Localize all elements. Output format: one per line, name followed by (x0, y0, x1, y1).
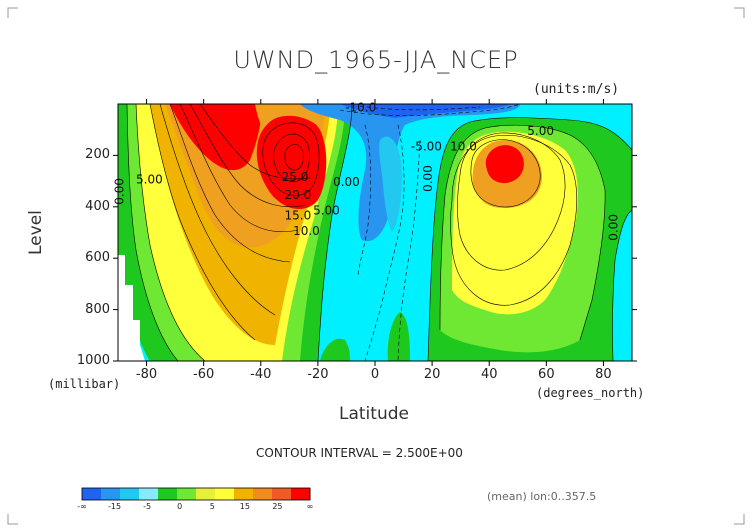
colorbar-swatch (253, 488, 273, 500)
units-label: (units:m/s) (533, 82, 620, 97)
colorbar-label: 25 (272, 502, 283, 511)
x-tick-label: 80 (595, 367, 612, 382)
colorbar-swatch (177, 488, 197, 500)
contour-labels: 0.00 5.00 25.020.015.010.05.000.00-10.0-5.… (113, 101, 621, 241)
colorbar-swatch (291, 488, 311, 500)
contour-lines-dashed (339, 104, 521, 361)
colorbar-label: 5 (209, 502, 215, 511)
fill-cyan-equator (379, 136, 402, 232)
y-axis-ticks (113, 154, 637, 362)
contour-label: 20.0 (285, 188, 312, 202)
y-tick-label: 600 (85, 250, 110, 266)
colorbar-label: -5 (143, 502, 152, 511)
contour-label: 0.00 (113, 178, 127, 205)
colorbar-swatch (139, 488, 159, 500)
fill-green-low-south (320, 338, 350, 361)
x-tick-label: -40 (250, 367, 272, 382)
footer-text: (mean) lon:0..357.5 (487, 490, 597, 503)
contour-label: 0.00 (607, 214, 621, 241)
contour-interval-text: CONTOUR INTERVAL = 2.500E+00 (256, 446, 463, 460)
y-tick-label: 1000 (76, 353, 110, 368)
colorbar (81, 487, 311, 501)
contour-label: 10.0 (293, 224, 320, 238)
x-tick-label: 0 (370, 367, 380, 382)
colorbar-label: 0 (177, 502, 183, 511)
y-tick-label: 400 (85, 198, 110, 214)
fill-red-south-upper (170, 104, 262, 171)
colorbar-swatch (101, 488, 121, 500)
contour-label: -10.0 (345, 101, 376, 115)
contour-label: 25.0 (282, 170, 309, 184)
colorbar-label: 15 (239, 502, 250, 511)
x-tick-label: -60 (193, 367, 215, 382)
fill-green-low-equator (387, 312, 410, 361)
colorbar-label: -∞ (77, 502, 87, 511)
x-tick-label: 60 (538, 367, 555, 382)
x-units-label: (degrees_north) (536, 386, 645, 400)
colorbar-swatch (272, 488, 292, 500)
corner-marks (7, 7, 745, 525)
colorbar-label: ∞ (306, 502, 314, 511)
contour-label: 15.0 (285, 209, 312, 223)
contour-label: 5.00 (136, 173, 163, 187)
colorbar-frame (81, 487, 311, 501)
contour-label: -5.00 (411, 139, 442, 153)
contour-label: 0.00 (421, 165, 435, 192)
contour-label: 0.00 (333, 175, 360, 189)
colorbar-swatch (82, 488, 102, 500)
x-tick-label: -80 (135, 367, 158, 382)
y-tick-label: 200 (85, 147, 110, 163)
colorbar-swatch (120, 488, 140, 500)
colorbar-swatch (234, 488, 254, 500)
x-axis-label: Latitude (339, 404, 409, 424)
y-axis-label: Level (26, 210, 46, 255)
fill-deep-blue-top (340, 104, 510, 118)
contour-label: 5.00 (527, 124, 554, 138)
fill-red-south-core (256, 114, 327, 210)
y-tick-label: 800 (85, 301, 110, 317)
y-units-label: (millibar) (48, 377, 121, 391)
contour-label: 5.00 (313, 204, 340, 218)
contour-fill-plot (118, 104, 632, 361)
x-tick-label: 40 (480, 367, 498, 382)
fill-missing-data (118, 255, 145, 361)
fill-orange-cap (255, 104, 321, 128)
x-tick-label: -20 (307, 367, 329, 382)
fill-red-north (485, 145, 524, 184)
colorbar-swatch (196, 488, 216, 500)
colorbar-swatch (158, 488, 178, 500)
colorbar-swatch (215, 488, 235, 500)
x-axis-ticks (146, 99, 604, 366)
x-tick-label: 20 (423, 367, 441, 382)
contour-label: 10.0 (450, 139, 477, 153)
contour-lines (126, 104, 632, 361)
chart-title: UWND_1965-JJA_NCEP (233, 46, 519, 74)
colorbar-label: -15 (108, 502, 122, 511)
